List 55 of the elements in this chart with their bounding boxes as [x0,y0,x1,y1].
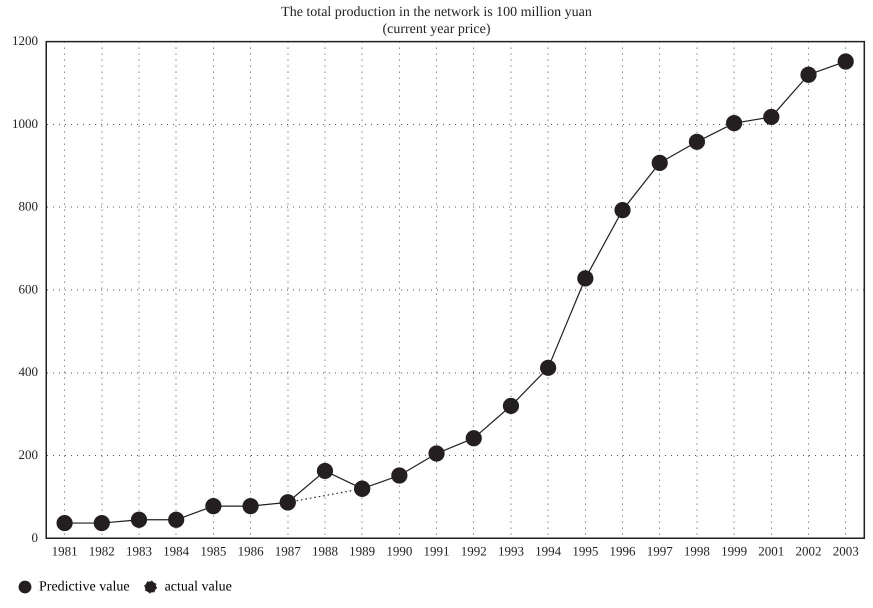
y-tick-label: 1000 [12,116,38,131]
point [168,512,184,528]
x-tick-label: 2001 [758,544,784,559]
y-tick-label: 800 [18,198,38,214]
x-tick-label: 1997 [646,544,674,559]
point [130,512,148,528]
point [466,430,482,446]
point [763,108,780,126]
chart-subtitle: (current year price) [382,22,491,37]
point [280,494,296,510]
x-tick-label: 1996 [610,544,636,559]
x-tick-label: 1982 [88,544,115,559]
point [94,514,110,532]
x-tick-label: 1981 [52,544,78,559]
x-tick-label: 1998 [684,544,710,559]
x-tick-label: 1991 [424,544,450,559]
legend-label: actual value [164,580,232,595]
point [726,115,742,132]
chart-title: The total production in the network is 100 million yuan [281,5,592,20]
x-tick-label: 1988 [312,544,338,559]
point [242,498,259,514]
point [316,462,334,480]
point [688,134,706,150]
x-tick-label: 1994 [535,544,562,559]
x-tick-label: 1986 [238,544,264,559]
x-tick-label: 1992 [460,544,487,559]
x-tick-label: 1999 [721,544,748,559]
y-tick-label: 1200 [12,33,38,48]
x-tick-label: 1989 [349,544,376,559]
x-tick-label: 1983 [126,544,152,559]
x-tick-label: 1993 [498,544,524,559]
x-tick-label: 1990 [386,544,412,559]
point [56,514,73,532]
point [428,445,445,462]
point [800,66,817,83]
point [614,202,631,218]
x-tick-label: 1995 [572,544,598,559]
y-tick-label: 0 [32,530,38,545]
y-tick-label: 400 [18,364,38,380]
x-tick-label: 1984 [163,544,190,559]
x-tick-label: 2003 [832,544,859,559]
point [502,398,520,414]
x-tick-label: 1985 [200,544,226,559]
point [838,53,854,70]
point [205,498,222,514]
legend-label: Predictive value [39,580,130,595]
x-tick-label: 2002 [796,544,822,559]
point [354,480,370,497]
y-tick-label: 200 [18,447,38,462]
y-tick-label: 600 [18,281,38,296]
point [540,360,556,376]
x-tick-label: 1987 [274,544,302,559]
point [391,467,408,484]
point [652,154,668,171]
point [577,270,594,287]
